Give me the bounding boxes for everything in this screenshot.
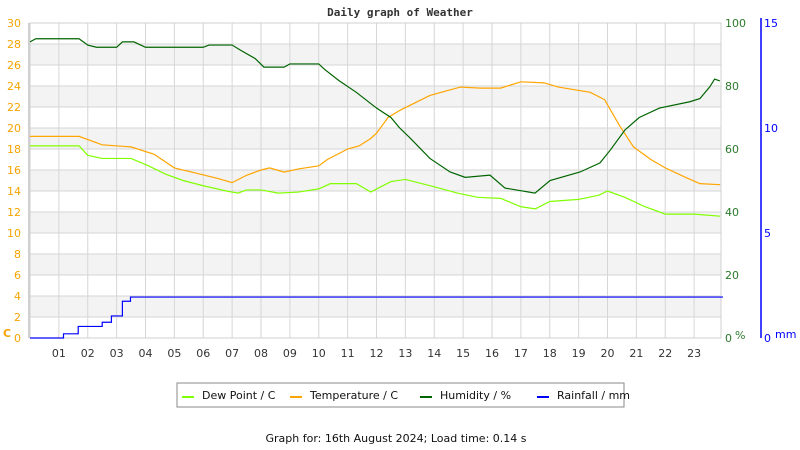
legend: Dew Point / C Temperature / C Humidity / %… <box>176 382 630 408</box>
x-tick-label: 18 <box>543 347 557 360</box>
x-tick-label: 06 <box>196 347 210 360</box>
x-tick-label: 21 <box>629 347 643 360</box>
footer-text: Graph for: 16th August 2024; Load time: … <box>266 432 527 445</box>
y-tick-left: 28 <box>7 38 21 51</box>
y-tick-left: 24 <box>7 80 21 93</box>
y-tick-left: 2 <box>14 311 21 324</box>
grid-band <box>30 254 721 275</box>
y-tick-left: 8 <box>14 248 21 261</box>
right-axis-unit: % <box>735 329 745 342</box>
x-tick-label: 19 <box>572 347 586 360</box>
x-tick-label: 05 <box>167 347 181 360</box>
x-tick-label: 17 <box>514 347 528 360</box>
y-tick-right: 60 <box>725 143 739 156</box>
x-tick-label: 08 <box>254 347 268 360</box>
x-tick-label: 13 <box>398 347 412 360</box>
x-tick-label: 23 <box>687 347 701 360</box>
y-tick-right: 0 <box>725 332 732 345</box>
x-tick-label: 16 <box>485 347 499 360</box>
chart-title: Daily graph of Weather <box>327 6 473 19</box>
y-tick-left: 30 <box>7 17 21 30</box>
x-tick-label: 15 <box>456 347 470 360</box>
rain-axis-unit: mm <box>775 328 796 341</box>
legend-label: Rainfall / mm <box>557 389 630 402</box>
y-tick-left: 0 <box>14 332 21 345</box>
legend-label: Temperature / C <box>309 389 398 402</box>
grid-band <box>30 296 721 317</box>
x-tick-label: 11 <box>341 347 355 360</box>
y-tick-left: 12 <box>7 206 21 219</box>
series-line-rainfall <box>30 296 723 339</box>
y-tick-left: 6 <box>14 269 21 282</box>
series-line-temperature <box>30 81 721 186</box>
series-line-humidity <box>29 38 721 194</box>
x-tick-label: 12 <box>370 347 384 360</box>
series-line-dew <box>30 145 721 217</box>
y-tick-left: 22 <box>7 101 21 114</box>
y-tick-left: 14 <box>7 185 21 198</box>
legend-label: Dew Point / C <box>202 389 276 402</box>
x-tick-label: 03 <box>110 347 124 360</box>
x-tick-label: 22 <box>658 347 672 360</box>
y-tick-left: 26 <box>7 59 21 72</box>
x-tick-label: 09 <box>283 347 297 360</box>
y-tick-left: 20 <box>7 122 21 135</box>
x-tick-label: 10 <box>312 347 326 360</box>
left-axis-unit: C <box>3 327 11 340</box>
legend-label: Humidity / % <box>440 389 511 402</box>
x-tick-label: 04 <box>139 347 153 360</box>
x-tick-label: 20 <box>601 347 615 360</box>
y-tick-right: 100 <box>725 17 746 30</box>
x-tick-label: 14 <box>427 347 441 360</box>
grid-band <box>30 128 721 149</box>
y-tick-rain: 0 <box>764 332 771 345</box>
x-tick-label: 02 <box>81 347 95 360</box>
y-tick-rain: 10 <box>764 122 778 135</box>
y-tick-left: 18 <box>7 143 21 156</box>
y-tick-right: 40 <box>725 206 739 219</box>
y-tick-left: 10 <box>7 227 21 240</box>
grid-band <box>30 170 721 191</box>
y-tick-left: 4 <box>14 290 21 303</box>
y-tick-left: 16 <box>7 164 21 177</box>
x-tick-label: 07 <box>225 347 239 360</box>
legend-box <box>176 382 625 408</box>
grid-band <box>30 212 721 233</box>
x-tick-label: 01 <box>52 347 66 360</box>
y-tick-rain: 15 <box>764 17 778 30</box>
y-tick-right: 20 <box>725 269 739 282</box>
grid-band <box>30 86 721 107</box>
y-tick-rain: 5 <box>764 227 771 240</box>
grid-band <box>30 44 721 65</box>
y-tick-right: 80 <box>725 80 739 93</box>
